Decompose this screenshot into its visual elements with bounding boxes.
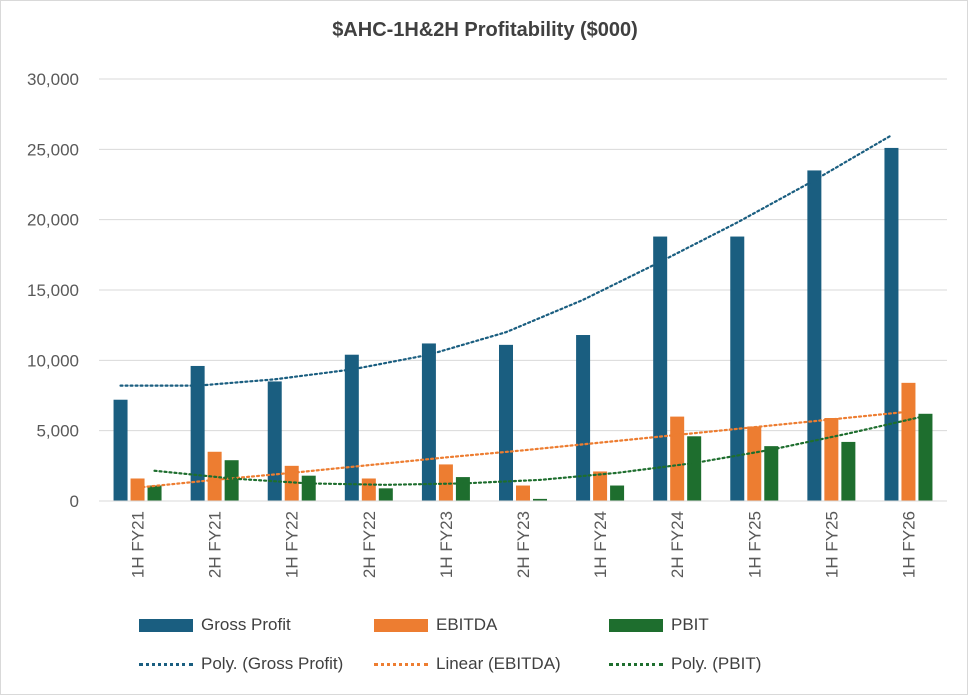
y-tick-label: 5,000 [36,422,79,441]
y-tick-label: 30,000 [27,70,79,89]
legend-item-poly-gross-profit: Poly. (Gross Profit) [139,654,343,674]
y-tick-label: 20,000 [27,211,79,230]
y-tick-label: 10,000 [27,351,79,370]
bar-ebitda [747,426,762,501]
legend-trend-gross-profit [139,662,193,666]
bar-pbit [455,477,470,501]
bar-pbit [533,498,547,501]
bar-pbit [610,485,625,501]
legend-swatch-gross-profit [139,618,193,632]
bar-ebitda [130,478,145,501]
legend-label-pbit: PBIT [671,615,709,634]
x-tick-label: 2H FY23 [514,511,533,578]
legend-item-poly-pbit: Poly. (PBIT) [609,654,761,674]
bar-gross-profit [499,344,513,501]
legend-item-ebitda: EBITDA [374,615,497,635]
x-tick-label: 1H FY21 [129,511,148,578]
bar-gross-profit [576,335,591,501]
bar-pbit [378,488,393,501]
trendline-poly-pbit [153,414,927,486]
legend-label-gross-profit: Gross Profit [201,615,291,634]
legend-swatch-ebitda [374,618,428,632]
bar-pbit [918,413,933,501]
legend-item-gross-profit: Gross Profit [139,615,291,635]
legend-swatch-pbit [609,618,663,632]
x-tick-label: 2H FY22 [360,511,379,578]
bar-gross-profit [267,381,282,501]
bar-pbit [224,460,239,501]
bar-gross-profit [807,170,822,501]
legend-trend-pbit [609,662,663,666]
bar-pbit [687,436,702,501]
bar-ebitda [670,416,685,501]
bar-gross-profit [113,399,128,501]
y-tick-label: 0 [70,492,79,511]
bar-ebitda [284,465,299,501]
bar-gross-profit [421,343,436,501]
y-tick-label: 25,000 [27,140,79,159]
x-tick-label: 2H FY21 [206,511,225,578]
y-tick-label: 15,000 [27,281,79,300]
x-tick-label: 1H FY22 [283,511,302,578]
bar-gross-profit [653,236,668,501]
bar-gross-profit [190,365,205,501]
bar-pbit [764,446,779,501]
bar-gross-profit [730,236,745,501]
legend-label-poly-pbit: Poly. (PBIT) [671,654,762,673]
chart-title: $AHC-1H&2H Profitability ($000) [332,19,638,41]
trendline-linear-ebitda [136,410,910,489]
bar-ebitda [593,471,608,501]
x-tick-label: 1H FY25 [822,511,841,578]
bar-gross-profit [884,147,899,501]
bar-pbit [301,475,316,501]
bar-gross-profit [344,354,359,501]
bar-ebitda [361,478,376,501]
x-tick-label: 2H FY24 [668,511,687,578]
x-tick-label: 1H FY25 [745,511,764,578]
legend-trend-ebitda [374,662,428,666]
trendline-poly-gross-profit [119,134,893,387]
bar-ebitda [901,382,916,501]
x-tick-label: 1H FY23 [437,511,456,578]
legend-item-pbit: PBIT [609,615,709,635]
x-tick-label: 1H FY26 [899,511,918,578]
legend-label-ebitda: EBITDA [436,615,498,634]
legend-item-linear-ebitda: Linear (EBITDA) [374,654,561,674]
bar-ebitda [516,485,530,501]
bar-pbit [147,485,162,501]
legend-label-linear-ebitda: Linear (EBITDA) [436,654,561,673]
bar-ebitda [824,418,839,501]
legend-label-poly-gross-profit: Poly. (Gross Profit) [201,654,344,673]
bar-pbit [841,441,856,501]
x-tick-label: 1H FY24 [591,511,610,578]
